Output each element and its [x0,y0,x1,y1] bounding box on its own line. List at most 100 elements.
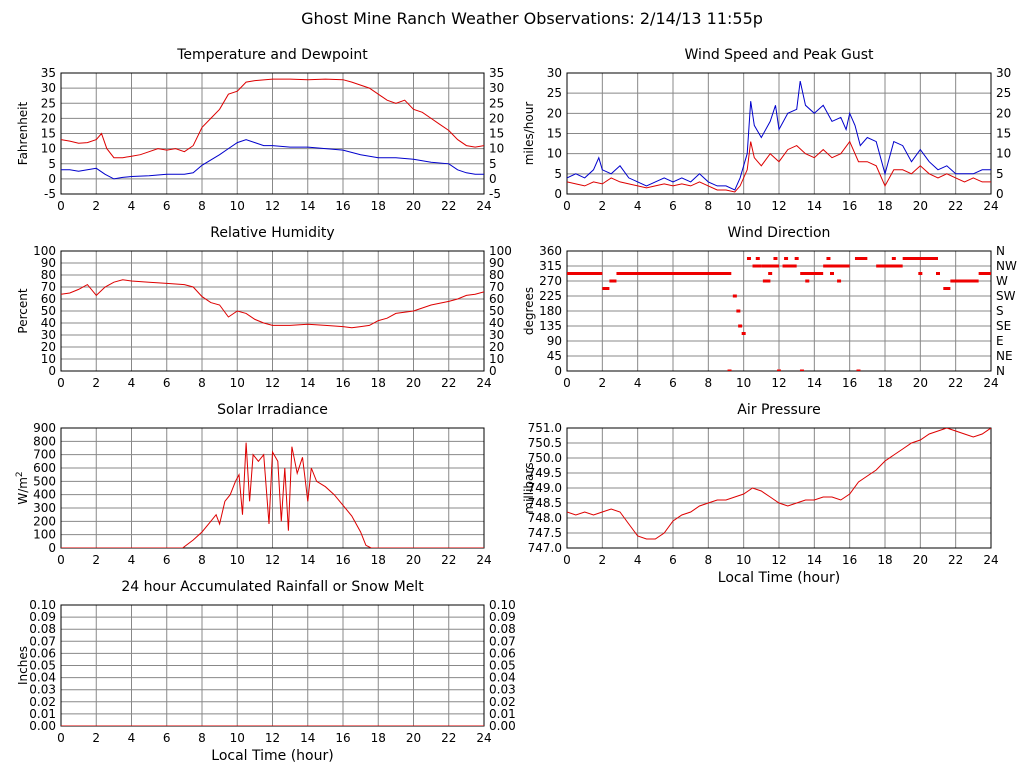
y-tick-label: 0.05 [29,659,56,673]
chart-title: Temperature and Dewpoint [176,47,368,63]
x-tick-label: 0 [57,731,65,745]
direction-point [736,309,741,313]
wind_speed-series-line-0 [567,80,991,191]
x-tick-label: 24 [983,376,998,390]
x-tick-label: 10 [230,731,245,745]
x-tick-label: 22 [441,553,456,567]
y-tick-label: 270 [539,274,562,288]
x-tick-label: 16 [335,553,350,567]
x-tick-label: 16 [842,376,857,390]
y-tick-label: 750.0 [528,451,562,465]
x-tick-label: 12 [265,376,280,390]
y-tick-label-right: 5 [489,157,497,171]
x-tick-label: 20 [913,553,928,567]
humidity-series-line-0 [61,279,484,329]
y-tick-label-right: 0.04 [489,671,516,685]
direction-point [732,294,737,298]
y-tick-label-right: 20 [489,340,504,354]
y-tick-label: 0 [554,364,562,378]
x-tick-label: 2 [599,199,607,213]
y-tick-label: 10 [41,142,56,156]
y-tick-label: 900 [33,421,56,435]
x-tick-label: 0 [57,553,65,567]
x-tick-label: 0 [57,376,65,390]
y-tick-label: 0.08 [29,622,56,636]
y-tick-label-right: 15 [996,127,1011,141]
direction-point [799,369,804,371]
x-tick-label: 14 [807,376,822,390]
y-axis-label: degrees [522,287,536,335]
direction-point [784,257,789,260]
direction-point [856,369,861,371]
x-tick-label: 10 [736,376,751,390]
wind_speed-series-line-1 [567,140,991,193]
compass-label: NW [996,259,1017,273]
chart-title: Solar Irradiance [217,402,328,418]
y-tick-label: 100 [33,528,56,542]
y-tick-label: 90 [41,256,56,270]
x-tick-label: 4 [128,199,136,213]
rainfall-chart: 24 hour Accumulated Rainfall or Snow Mel… [16,579,516,764]
x-tick-label: 14 [807,553,822,567]
y-tick-label-right: -5 [489,187,501,201]
x-tick-label: 18 [877,553,892,567]
x-tick-label: 8 [705,376,713,390]
y-tick-label-right: 25 [489,96,504,110]
x-tick-label: 14 [300,731,315,745]
y-axis-label: miles/hour [522,102,536,166]
y-axis-label-text: Inches [16,646,30,685]
direction-point [741,332,746,335]
y-tick-label-right: 90 [489,256,504,270]
y-tick-label-right: 25 [996,86,1011,100]
y-tick-label-right: 5 [996,167,1004,181]
direction-point [768,272,773,275]
y-tick-label: 70 [41,280,56,294]
x-tick-label: 0 [563,199,571,213]
direction-point [794,257,799,260]
y-tick-label-right: 40 [489,316,504,330]
x-tick-label: 14 [300,553,315,567]
plot-frame [566,427,992,549]
plot-frame [60,250,485,372]
direction-point [746,257,751,260]
x-tick-label: 14 [300,376,315,390]
chart-title: 24 hour Accumulated Rainfall or Snow Mel… [121,579,424,595]
direction-point [727,369,732,371]
y-tick-label-right: 0.02 [489,695,516,709]
x-tick-label: 4 [128,553,136,567]
compass-label: E [996,334,1004,348]
y-tick-label: -5 [44,187,56,201]
direction-point [936,272,940,275]
x-tick-label: 20 [406,199,421,213]
x-tick-label: 12 [265,731,280,745]
y-tick-label: 40 [41,316,56,330]
x-tick-label: 2 [92,731,100,745]
y-tick-label-right: 30 [489,328,504,342]
y-tick-label: 0.04 [29,671,56,685]
plot-frame [566,72,992,195]
x-tick-label: 20 [406,376,421,390]
x-tick-label: 8 [198,376,206,390]
x-axis-label: Local Time (hour) [718,570,840,586]
y-tick-label: 751.0 [528,421,562,435]
x-tick-label: 24 [983,199,998,213]
chart-title: Relative Humidity [210,225,334,241]
y-tick-label: 60 [41,292,56,306]
y-tick-label: 0 [48,172,56,186]
y-axis-label-text: degrees [522,287,536,335]
x-tick-label: 22 [441,376,456,390]
x-tick-label: 10 [736,199,751,213]
x-tick-label: 24 [476,553,491,567]
y-tick-label: 20 [547,106,562,120]
x-tick-label: 20 [913,199,928,213]
x-tick-label: 18 [371,376,386,390]
x-tick-label: 14 [807,199,822,213]
compass-label: SW [996,289,1016,303]
direction-point [762,279,767,283]
x-tick-label: 10 [230,199,245,213]
x-tick-label: 10 [230,553,245,567]
y-tick-label: 0 [554,187,562,201]
